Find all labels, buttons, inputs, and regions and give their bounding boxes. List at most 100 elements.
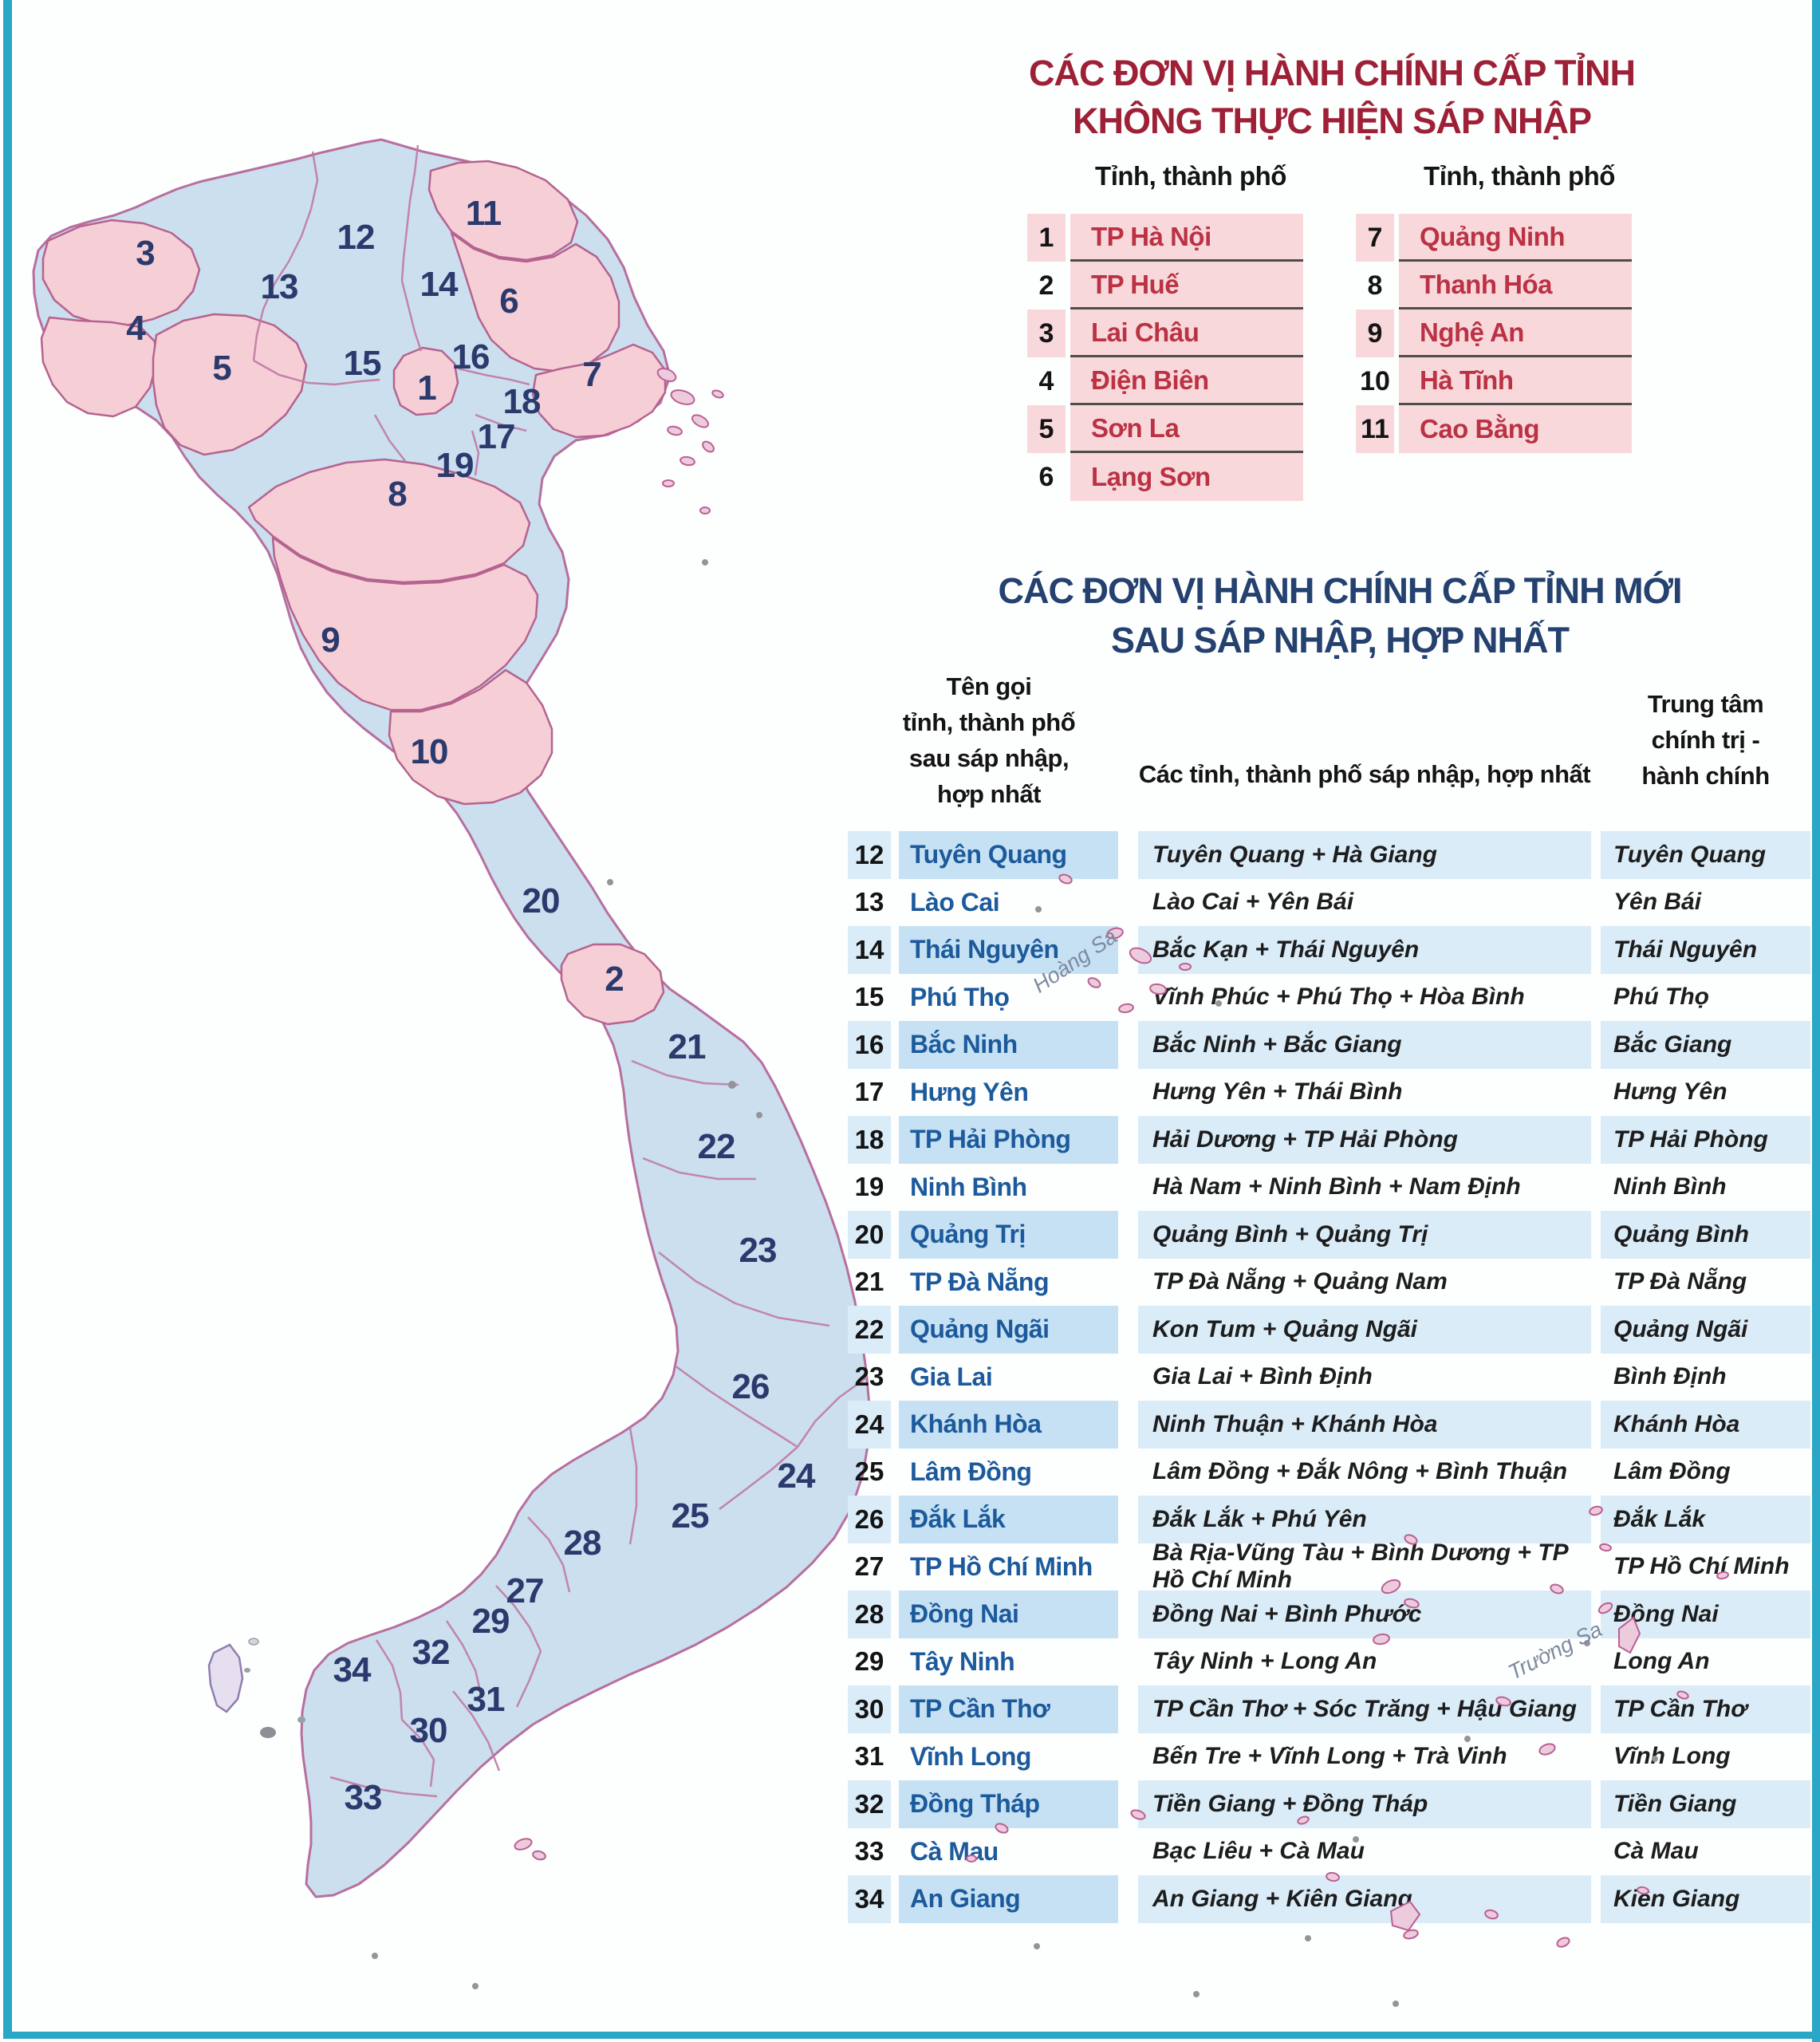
new-province-number: 25 (854, 1457, 884, 1487)
column-gap (1118, 1591, 1138, 1638)
table2-row-25: 25 Lâm Đồng Lâm Đồng + Đắk Nông + Bình Thu… (848, 1449, 1810, 1496)
map-marker-18: 18 (502, 382, 542, 421)
admin-center: Long An (1613, 1648, 1710, 1675)
map-marker-27: 27 (506, 1571, 545, 1610)
merged-provinces: Lâm Đồng + Đắk Nông + Bình Thuận (1152, 1458, 1568, 1485)
admin-center: Bình Định (1613, 1363, 1727, 1390)
new-province-number: 18 (848, 1116, 891, 1164)
column-gap (891, 1354, 899, 1401)
column-gap (1118, 1496, 1138, 1543)
table2-row-12: 12 Tuyên Quang Tuyên Quang + Hà Giang Tuyên… (848, 831, 1810, 879)
region-7-quang-ninh (531, 343, 667, 439)
teal-border-right (1812, 0, 1820, 2042)
map-marker-8: 8 (388, 475, 408, 514)
new-province-name: Bắc Ninh (899, 1021, 1118, 1069)
section1-title-line1: CÁC ĐƠN VỊ HÀNH CHÍNH CẤP TỈNH (1028, 53, 1636, 93)
map-marker-9: 9 (321, 621, 341, 660)
map-marker-11: 11 (465, 194, 502, 233)
column-gap (891, 1401, 899, 1449)
merged-provinces: Lào Cai + Yên Bái (1152, 889, 1354, 916)
column-gap (891, 1780, 899, 1828)
column-gap (1591, 1259, 1601, 1307)
new-province-number: 28 (848, 1591, 891, 1638)
new-province-name: Lâm Đồng (910, 1457, 1032, 1486)
column-gap (891, 1211, 899, 1259)
column-gap (1118, 1021, 1138, 1069)
column-gap (1591, 1021, 1601, 1069)
column-gap (891, 1543, 899, 1591)
new-province-name: Quảng Ngãi (899, 1306, 1118, 1354)
table2-row-14: 14 Thái Nguyên Bắc Kạn + Thái Nguyên Thái N… (848, 926, 1810, 974)
table1-right-header: Tỉnh, thành phố (1424, 161, 1615, 191)
admin-center: Thái Nguyên (1601, 926, 1810, 974)
admin-center: Hưng Yên (1613, 1078, 1727, 1106)
admin-center: Khánh Hòa (1601, 1401, 1810, 1449)
map-marker-22: 22 (697, 1127, 736, 1166)
column-gap (1591, 1685, 1601, 1733)
map-marker-28: 28 (563, 1524, 602, 1563)
province-number: 8 (1367, 270, 1383, 301)
column-gap (891, 879, 899, 927)
table1-left-header: Tỉnh, thành phố (1095, 161, 1286, 191)
province-name: Sơn La (1070, 405, 1303, 453)
column-gap (1591, 1401, 1601, 1449)
merged-provinces: Tiền Giang + Đồng Tháp (1138, 1780, 1591, 1828)
table2-row-34: 34 An Giang An Giang + Kiên Giang Kiên Gian… (848, 1875, 1810, 1923)
region-3-lai-chau (41, 219, 201, 327)
new-province-number: 22 (848, 1306, 891, 1354)
column-gap (1118, 1733, 1138, 1781)
province-name: Cao Bằng (1399, 405, 1632, 453)
new-province-number: 27 (854, 1551, 884, 1582)
map-marker-12: 12 (337, 218, 376, 257)
region-11-cao-bang (427, 160, 579, 262)
new-province-number: 29 (854, 1646, 884, 1677)
column-gap (1118, 1401, 1138, 1449)
table2-row-16: 16 Bắc Ninh Bắc Ninh + Bắc Giang Bắc Giang (848, 1021, 1810, 1069)
region-5-son-la (152, 313, 308, 456)
map-marker-32: 32 (412, 1633, 451, 1672)
column-gap (1118, 1543, 1138, 1591)
province-name: Thanh Hóa (1399, 262, 1632, 309)
admin-center: Tuyên Quang (1601, 831, 1810, 879)
merged-provinces: Đồng Nai + Bình Phước (1138, 1591, 1591, 1638)
admin-center: Cà Mau (1613, 1838, 1699, 1865)
province-name: Quảng Ninh (1399, 214, 1632, 262)
column-gap (1591, 1828, 1601, 1876)
table2-row-21: 21 TP Đà Nẵng TP Đà Nẵng + Quảng Nam TP Đà … (848, 1259, 1810, 1307)
column-gap (1118, 1211, 1138, 1259)
table1-row-1: 1 TP Hà Nội (1027, 214, 1303, 262)
column-gap (891, 1733, 899, 1781)
column-gap (1118, 974, 1138, 1022)
new-province-number: 14 (848, 926, 891, 974)
merged-provinces: Quảng Bình + Quảng Trị (1138, 1211, 1591, 1259)
table1-left-group: 1 TP Hà Nội 2 TP Huế 3 Lai Châu 4 Điện Biên 5 Sơn… (1027, 214, 1303, 501)
column-gap (1118, 926, 1138, 974)
table2-row-19: 19 Ninh Bình Hà Nam + Ninh Bình + Nam Định… (848, 1164, 1810, 1212)
column-gap (891, 1828, 899, 1876)
province-number: 6 (1038, 461, 1054, 492)
province-name: Nghệ An (1399, 309, 1632, 357)
column-gap (891, 974, 899, 1022)
section2-title-line1: CÁC ĐƠN VỊ HÀNH CHÍNH CẤP TỈNH MỚI (998, 570, 1683, 611)
section1-title-line2: KHÔNG THỰC HIỆN SÁP NHẬP (1072, 101, 1592, 141)
column-gap (1591, 1733, 1601, 1781)
admin-center: Quảng Ngãi (1601, 1306, 1810, 1354)
map-marker-15: 15 (343, 344, 382, 383)
province-name: Lai Châu (1070, 309, 1303, 357)
province-number: 7 (1356, 214, 1394, 262)
column-gap (1591, 1069, 1601, 1117)
column-gap (891, 1638, 899, 1686)
admin-center: Bắc Giang (1601, 1021, 1810, 1069)
column-gap (1118, 1164, 1138, 1212)
column-gap (891, 1021, 899, 1069)
province-number: 10 (1360, 365, 1390, 396)
table1-row-6: 6 Lạng Sơn (1027, 453, 1303, 501)
column-gap (1591, 831, 1601, 879)
teal-border-left (3, 0, 12, 2036)
header-line: Trung tâm (1647, 690, 1764, 718)
column-gap (1118, 1259, 1138, 1307)
map-marker-1: 1 (417, 369, 437, 408)
region-8-thanh-hoa (247, 458, 531, 584)
admin-center: Kiên Giang (1601, 1875, 1810, 1923)
